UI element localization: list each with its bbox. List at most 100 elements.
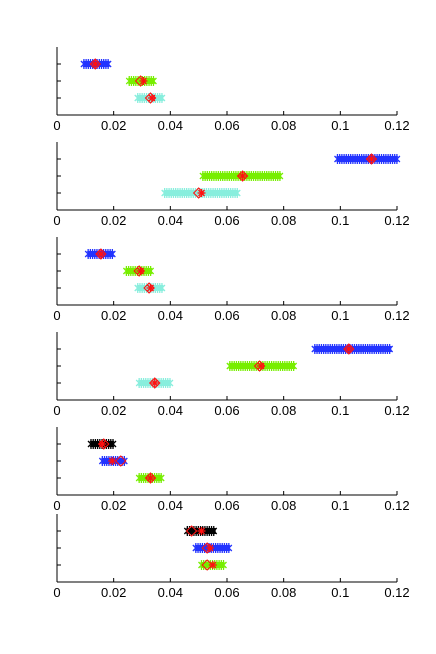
series-2: [199, 170, 284, 182]
series-2: [98, 455, 128, 467]
x-tick-label: 0.02: [101, 585, 126, 600]
mean-marker: [197, 527, 206, 535]
series-2: [226, 360, 298, 372]
panel-6: 0 0.02 0.04 0.06 0.08 0.1 0.12: [53, 514, 410, 600]
mean-marker-stroke: [198, 189, 205, 197]
mean-marker-stroke: [257, 362, 265, 370]
mean-marker-stroke: [206, 544, 214, 552]
panel-2: 0 0.02 0.04 0.06 0.08 0.1 0.12: [53, 142, 410, 228]
x-tick-label: 0.06: [214, 308, 239, 323]
mean-marker-stroke: [151, 379, 159, 387]
series-1: [183, 525, 218, 537]
series-3: [134, 282, 166, 294]
series-1: [87, 438, 117, 450]
mean-marker: [136, 267, 145, 275]
mean-marker: [367, 155, 376, 163]
series-3: [135, 377, 174, 389]
x-tick-label: 0: [53, 118, 60, 133]
mean-marker-stroke: [148, 94, 156, 102]
x-tick-label: 0: [53, 585, 60, 600]
mean-marker-stroke: [209, 561, 217, 569]
mean-marker: [108, 457, 117, 465]
x-tick-label: 0.08: [271, 585, 296, 600]
mean-marker: [206, 544, 214, 552]
x-tick-label: 0.06: [214, 213, 239, 228]
x-tick-label: 0.12: [384, 403, 409, 418]
x-tick-label: 0.12: [384, 118, 409, 133]
series-1: [334, 153, 401, 165]
x-tick-label: 0.12: [384, 498, 409, 513]
median-marker: [89, 58, 102, 70]
mean-marker-stroke: [97, 250, 105, 258]
mean-marker-stroke: [108, 457, 116, 465]
mean-marker: [344, 345, 353, 353]
mean-marker: [257, 362, 265, 370]
mean-marker-stroke: [91, 60, 99, 68]
x-tick-label: 0: [53, 403, 60, 418]
mean-marker: [146, 474, 155, 482]
x-tick-label: 0.1: [331, 118, 349, 133]
x-tick-label: 0.08: [271, 213, 296, 228]
series-3: [198, 559, 227, 571]
mean-marker-stroke: [239, 172, 247, 180]
panel-3: 0 0.02 0.04 0.06 0.08 0.1 0.12: [53, 237, 410, 323]
x-tick-label: 0: [53, 213, 60, 228]
x-tick-label: 0: [53, 498, 60, 513]
x-tick-label: 0.12: [384, 213, 409, 228]
x-tick-label: 0.04: [158, 213, 183, 228]
x-tick-label: 0.08: [271, 498, 296, 513]
mean-marker-stroke: [98, 440, 106, 448]
median-marker: [144, 472, 157, 484]
median-marker: [185, 525, 198, 537]
series-2: [122, 265, 155, 277]
panel-4: 0 0.02 0.04 0.06 0.08 0.1 0.12: [53, 332, 410, 418]
mean-marker: [146, 284, 155, 292]
panel-5: 0 0.02 0.04 0.06 0.08 0.1 0.12: [53, 427, 410, 513]
mean-marker: [96, 250, 105, 258]
series-1: [80, 58, 112, 70]
x-tick-label: 0.04: [158, 118, 183, 133]
x-tick-label: 0.06: [214, 585, 239, 600]
mean-marker-stroke: [345, 345, 353, 353]
series-2: [192, 542, 233, 554]
x-tick-label: 0.06: [214, 403, 239, 418]
x-tick-label: 0.02: [101, 308, 126, 323]
mean-marker: [238, 172, 247, 180]
mean-marker: [91, 60, 100, 68]
x-tick-label: 0.1: [331, 498, 349, 513]
x-tick-label: 0.02: [101, 118, 126, 133]
x-tick-label: 0.04: [158, 403, 183, 418]
median-marker: [95, 248, 107, 260]
x-tick-label: 0.12: [384, 308, 409, 323]
x-tick-label: 0.06: [214, 118, 239, 133]
median-marker: [236, 170, 249, 182]
mean-marker: [208, 561, 217, 569]
series-1: [311, 343, 394, 355]
mean-marker: [150, 379, 159, 387]
x-tick-label: 0.1: [331, 403, 349, 418]
median-marker: [365, 153, 378, 165]
mean-marker-stroke: [198, 527, 205, 535]
x-tick-label: 0.04: [158, 585, 183, 600]
x-tick-label: 0.1: [331, 308, 349, 323]
x-tick-label: 0.06: [214, 498, 239, 513]
series-1: [84, 248, 116, 260]
x-tick-label: 0.02: [101, 213, 126, 228]
series-3: [161, 187, 241, 199]
mean-marker: [139, 77, 148, 85]
median-marker: [343, 343, 355, 355]
x-tick-label: 0.12: [384, 585, 409, 600]
mean-marker-stroke: [147, 284, 154, 292]
x-tick-label: 0.04: [158, 308, 183, 323]
x-tick-label: 0.08: [271, 118, 296, 133]
x-tick-label: 0: [53, 308, 60, 323]
series-2: [125, 75, 157, 87]
mean-marker: [98, 440, 107, 448]
mean-marker-stroke: [368, 155, 375, 163]
mean-marker: [147, 94, 156, 102]
x-tick-label: 0.02: [101, 498, 126, 513]
x-tick-label: 0.08: [271, 308, 296, 323]
mean-marker-stroke: [147, 474, 154, 482]
x-tick-label: 0.04: [158, 498, 183, 513]
